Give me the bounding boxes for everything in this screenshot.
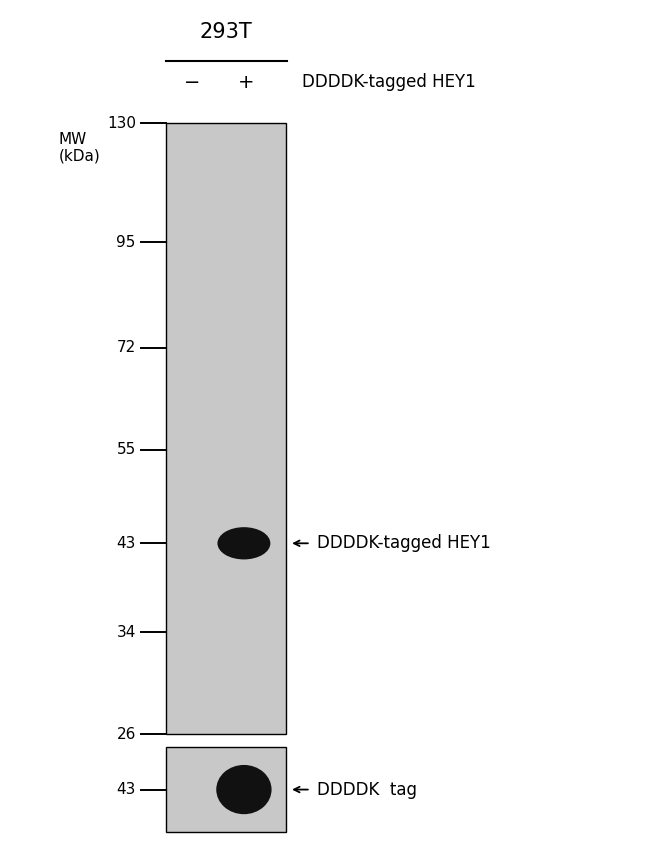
Text: 95: 95 [116, 234, 136, 250]
Text: DDDDK-tagged HEY1: DDDDK-tagged HEY1 [317, 534, 491, 553]
Text: DDDDK-tagged HEY1: DDDDK-tagged HEY1 [302, 73, 476, 92]
Text: 55: 55 [116, 442, 136, 458]
Text: MW
(kDa): MW (kDa) [58, 132, 100, 164]
Text: −: − [184, 73, 200, 92]
Bar [166, 123, 286, 734]
Text: 293T: 293T [200, 22, 252, 42]
Bar [166, 747, 286, 832]
Ellipse shape [216, 765, 272, 814]
Text: 43: 43 [116, 536, 136, 551]
Text: 26: 26 [116, 727, 136, 742]
Ellipse shape [218, 527, 270, 559]
Text: DDDDK  tag: DDDDK tag [317, 780, 417, 799]
Text: +: + [238, 73, 255, 92]
Text: 130: 130 [107, 115, 136, 131]
Text: 72: 72 [116, 340, 136, 355]
Text: 34: 34 [116, 625, 136, 640]
Text: 43: 43 [116, 782, 136, 797]
